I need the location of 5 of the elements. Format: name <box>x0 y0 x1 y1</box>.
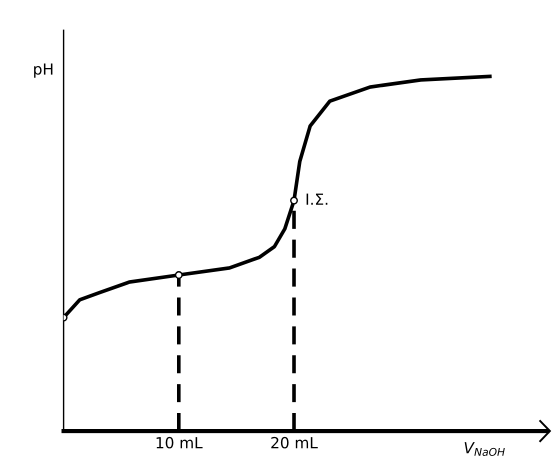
annotation: Ι.Σ. <box>306 194 328 205</box>
x-tick-label: 10 mL <box>156 436 203 448</box>
x-tick-label: 20 mL <box>271 436 318 448</box>
x-axis-title: V$_{NaOH}$ <box>464 442 505 456</box>
y-axis-title: pH <box>34 63 52 78</box>
